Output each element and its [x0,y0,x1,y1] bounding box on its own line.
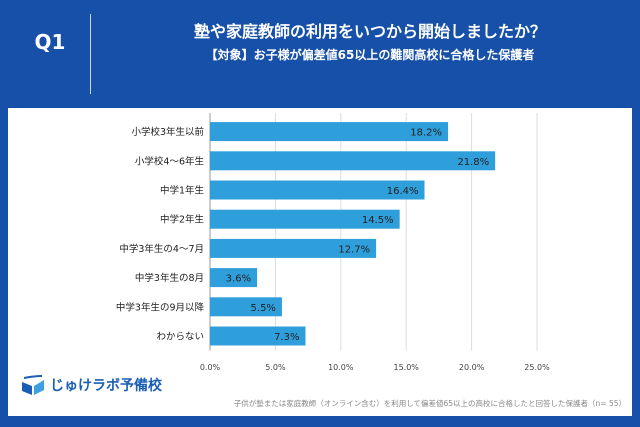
data-label: 16.4% [387,186,419,197]
bar [210,151,496,171]
logo-book-icon [22,375,44,395]
data-label: 5.5% [251,303,276,314]
page-title: 塾や家庭教師の利用をいつから開始しましたか？ [193,22,546,41]
data-label: 12.7% [338,244,370,255]
bar [210,297,282,317]
bar [210,209,400,229]
question-number: Q1 [34,30,66,54]
category-label: 小学校3年生以前 [131,126,204,138]
logo: じゅけラボ予備校 [20,374,162,396]
footnote: 子供が塾または家庭教師（オンライン含む）を利用して偏差値65以上の高校に合格した… [233,399,626,408]
category-label: 中学2年生 [160,214,205,226]
data-label: 18.2% [410,128,442,139]
x-tick-label: 5.0% [265,363,286,372]
page-subtitle: 【対象】お子様が偏差値65以上の難関高校に合格した保護者 [205,48,535,62]
category-label: 中学3年生の4～7月 [119,243,204,255]
bar [210,268,258,288]
category-label: わからない [156,332,204,343]
logo-text: じゅけラボ予備校 [50,378,162,394]
category-label: 中学1年生 [160,185,205,197]
bar [210,122,449,142]
x-tick-label: 10.0% [328,363,354,372]
x-tick-label: 15.0% [393,363,419,372]
data-label: 3.6% [226,274,251,285]
category-label: 中学3年生の9月以降 [116,301,205,313]
category-label: 小学校4～6年生 [135,155,205,167]
bar [210,238,377,258]
bar [210,326,306,346]
category-label: 中学3年生の8月 [135,272,204,284]
x-tick-label: 0.0% [200,363,221,372]
data-label: 7.3% [274,332,299,343]
header-divider [90,14,91,94]
bar [210,180,425,200]
data-label: 14.5% [362,215,394,226]
x-tick-label: 25.0% [524,363,550,372]
x-tick-label: 20.0% [459,363,485,372]
data-label: 21.8% [457,157,489,168]
